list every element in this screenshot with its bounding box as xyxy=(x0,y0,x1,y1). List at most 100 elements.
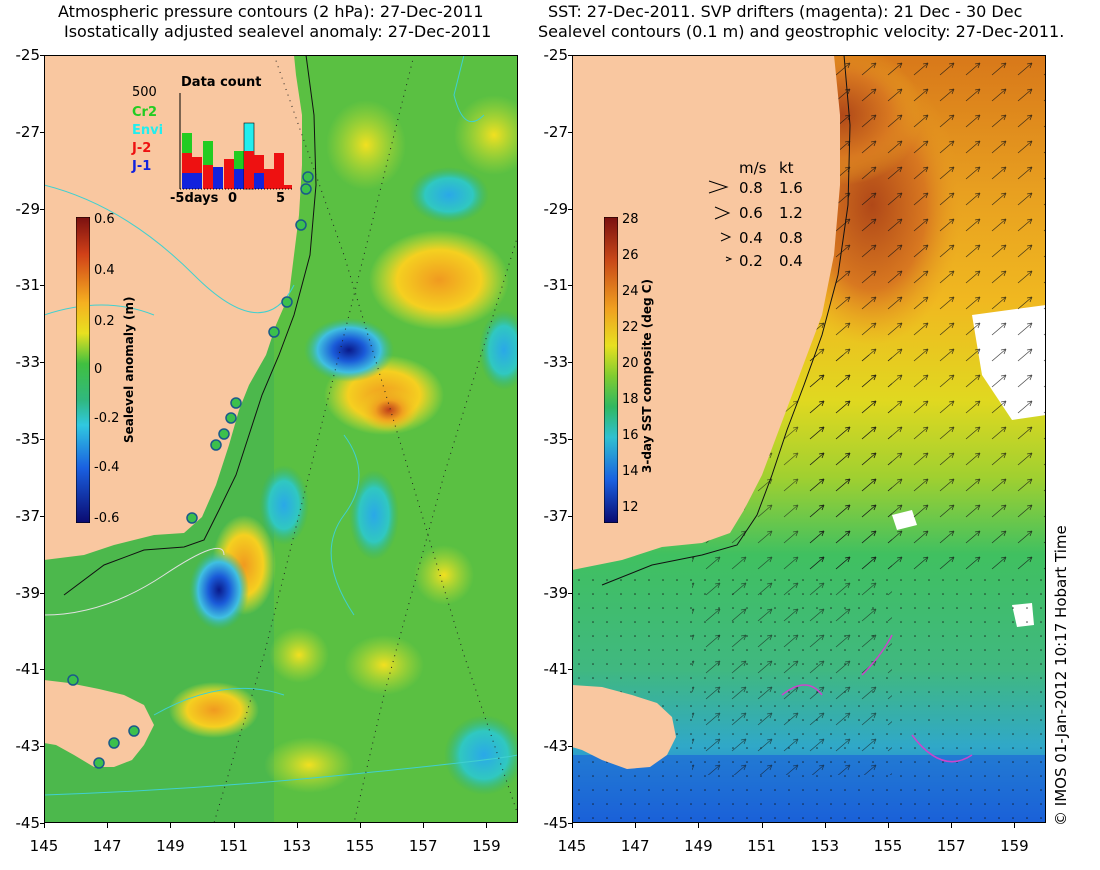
lon-tick xyxy=(572,823,573,828)
data-count-xtick: 0 xyxy=(228,191,238,206)
legend-cr2: Cr2 xyxy=(132,105,157,120)
velocity-ms: 0.4 xyxy=(739,229,763,247)
lon-tick-label: 151 xyxy=(747,837,776,855)
colorbar-tick: 28 xyxy=(622,212,639,227)
lat-tick-label: -29 xyxy=(15,199,41,218)
lat-tick xyxy=(40,131,44,133)
lon-tick xyxy=(233,823,235,828)
lon-tick xyxy=(635,823,637,828)
data-count-xlabel: -5days xyxy=(170,191,219,206)
velocity-ms: 0.6 xyxy=(739,204,763,222)
lon-tick-label: 149 xyxy=(156,837,185,855)
data-count-ymax: 500 xyxy=(132,85,157,100)
tide-gauge-markers xyxy=(67,171,314,769)
colorbar-tick: 0.2 xyxy=(94,314,115,329)
lon-tick xyxy=(951,823,953,828)
legend-j1: J-1 xyxy=(132,159,152,174)
lat-tick xyxy=(568,592,572,594)
velocity-kt: 0.8 xyxy=(779,229,803,247)
lat-tick xyxy=(568,285,572,287)
lon-tick-label: 147 xyxy=(620,837,650,855)
drifter-track xyxy=(911,734,973,763)
colorbar-tick: 24 xyxy=(622,284,639,299)
lon-tick-label: 147 xyxy=(92,837,122,855)
drifter-track xyxy=(781,684,823,696)
lon-tick-label: 153 xyxy=(810,837,840,855)
lat-tick xyxy=(568,131,572,133)
drifter-track xyxy=(861,634,893,676)
lon-tick xyxy=(360,823,361,828)
mainland-land xyxy=(572,55,840,570)
velocity-kt: 1.2 xyxy=(779,204,803,222)
lon-tick xyxy=(761,823,763,828)
lat-tick-label: -31 xyxy=(543,276,569,295)
colorbar-tick: 18 xyxy=(622,392,639,407)
lat-tick-label: -27 xyxy=(543,122,569,141)
lat-tick xyxy=(40,439,44,440)
legend-j2: J-2 xyxy=(132,141,152,156)
lon-tick-label: 155 xyxy=(345,837,375,855)
lat-tick xyxy=(40,823,44,824)
colorbar-tick: 12 xyxy=(622,500,639,515)
lat-tick xyxy=(568,515,572,517)
lat-tick-label: -35 xyxy=(543,430,569,448)
lon-tick-label: 157 xyxy=(936,837,966,855)
lat-tick xyxy=(568,362,572,364)
lat-tick xyxy=(40,592,44,594)
lat-tick-label: -45 xyxy=(15,814,41,832)
lat-tick xyxy=(40,285,44,287)
lon-tick xyxy=(423,823,425,828)
left-title-line1: Atmospheric pressure contours (2 hPa): 2… xyxy=(58,2,484,21)
colorbar-tick: 0.6 xyxy=(94,212,115,227)
lon-tick xyxy=(296,823,298,828)
right-title-line1: SST: 27-Dec-2011. SVP drifters (magenta)… xyxy=(548,2,1023,21)
colorbar-tick: 14 xyxy=(622,464,639,479)
colorbar-title: Sealevel anomaly (m) xyxy=(122,296,136,443)
lon-tick xyxy=(698,823,700,828)
colorbar-tick: 20 xyxy=(622,356,639,371)
lon-tick xyxy=(170,823,172,828)
lat-tick-label: -25 xyxy=(15,46,41,64)
data-count-bars xyxy=(179,93,294,190)
lon-tick xyxy=(44,823,45,828)
lat-tick xyxy=(40,746,44,748)
velocity-header-kt: kt xyxy=(779,159,794,177)
lon-tick xyxy=(486,823,488,828)
lon-tick xyxy=(1014,823,1016,828)
legend-envi: Envi xyxy=(132,123,164,138)
lat-tick xyxy=(568,55,572,56)
tasmania-land xyxy=(44,680,154,767)
sst-map: 28 26 24 22 20 18 16 14 12 3-day SST com… xyxy=(572,55,1046,823)
data-count-title: Data count xyxy=(181,75,262,90)
lat-tick-label: -45 xyxy=(543,814,569,832)
lat-tick-label: -39 xyxy=(15,583,41,602)
lat-tick-label: -27 xyxy=(15,122,41,141)
sst-map-graphic xyxy=(572,55,1046,823)
lat-tick xyxy=(568,439,572,440)
lat-tick-label: -37 xyxy=(15,506,41,525)
colorbar-tick: 0.4 xyxy=(94,263,115,278)
lon-tick xyxy=(888,823,889,828)
lon-tick-label: 151 xyxy=(219,837,248,855)
lat-tick-label: -29 xyxy=(543,199,569,218)
lat-tick xyxy=(568,669,572,671)
lon-tick-label: 155 xyxy=(873,837,903,855)
lon-tick xyxy=(107,823,109,828)
lat-tick-label: -25 xyxy=(543,46,569,64)
lon-tick xyxy=(824,823,826,828)
lat-tick xyxy=(568,823,572,824)
lat-tick-label: -33 xyxy=(543,353,569,372)
left-title-line2: Isostatically adjusted sealevel anomaly:… xyxy=(64,22,492,41)
lat-tick-label: -41 xyxy=(15,660,41,679)
lat-tick-label: -43 xyxy=(15,737,41,756)
colorbar-tick: 16 xyxy=(622,428,639,443)
lon-tick-label: 153 xyxy=(282,837,312,855)
data-count-inset: Data count 500 Cr2 Envi J-2 J-1 xyxy=(128,73,318,223)
colorbar-tick: -0.6 xyxy=(94,511,120,526)
velocity-ms: 0.8 xyxy=(739,179,763,197)
velocity-header-ms: m/s xyxy=(739,159,767,177)
lon-tick-label: 159 xyxy=(1000,837,1029,855)
sealevel-colorbar xyxy=(76,217,90,523)
lat-tick-label: -43 xyxy=(543,737,569,756)
lat-tick-label: -31 xyxy=(15,276,41,295)
